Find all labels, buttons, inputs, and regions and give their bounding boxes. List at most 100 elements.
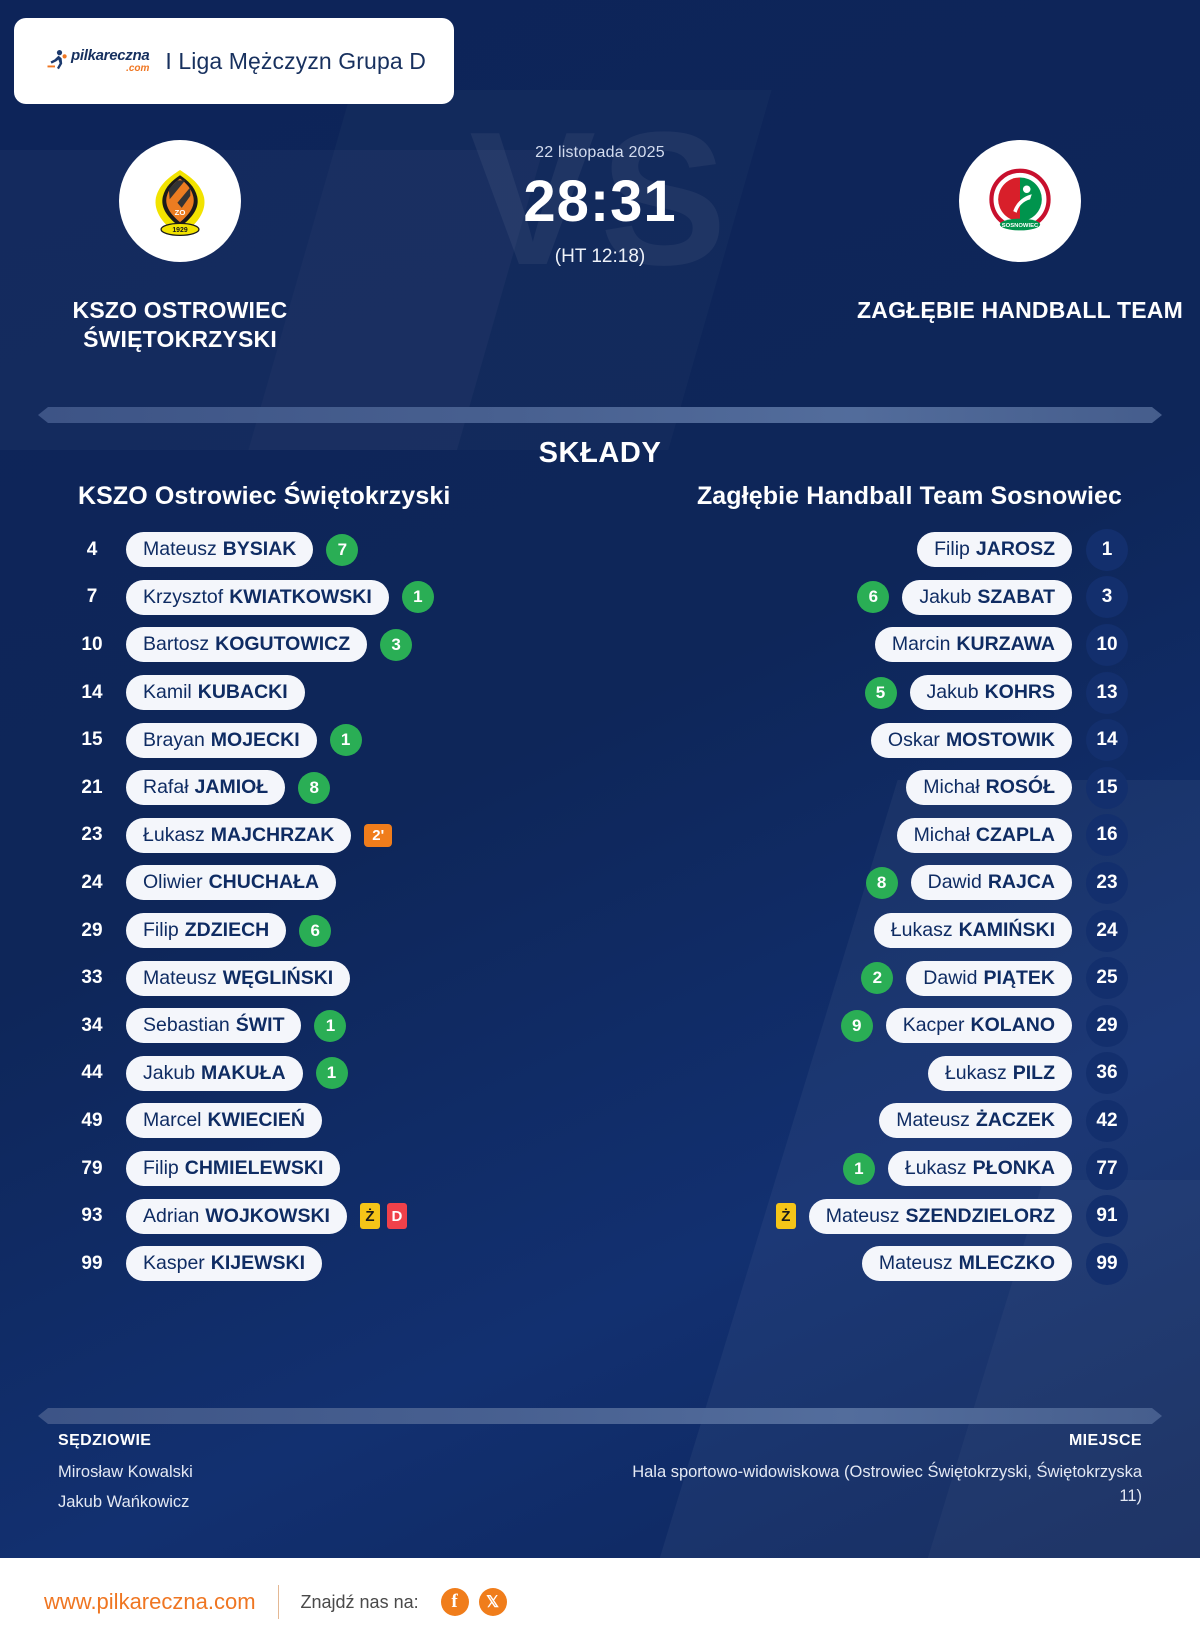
lineup-row[interactable]: 34 Sebastian ŚWIT 1: [0, 1002, 600, 1050]
player-name-pill[interactable]: Kacper KOLANO: [885, 1008, 1072, 1044]
player-name-pill[interactable]: Łukasz PŁONKA: [887, 1151, 1072, 1187]
lineup-row[interactable]: 15 Brayan MOJECKI 1: [0, 716, 600, 764]
pilkareczna-logo[interactable]: pilkareczna .com: [46, 48, 150, 74]
lineup-row[interactable]: 9 Kacper KOLANO 29: [600, 1002, 1200, 1050]
player-name-pill[interactable]: Filip JAROSZ: [917, 532, 1072, 568]
red-card-icon: D: [386, 1203, 407, 1230]
lineup-row[interactable]: 10 Bartosz KOGUTOWICZ 3: [0, 621, 600, 669]
player-name-pill[interactable]: Michał CZAPLA: [896, 817, 1072, 853]
goals-badge: 8: [865, 866, 898, 899]
lineup-row[interactable]: 99 Kasper KIJEWSKI: [0, 1240, 600, 1288]
player-shirt-number: 44: [81, 1062, 103, 1084]
lineup-row[interactable]: 79 Filip CHMIELEWSKI: [0, 1145, 600, 1193]
lineup-row[interactable]: Filip JAROSZ 1: [600, 526, 1200, 574]
player-last-name: MOJECKI: [210, 728, 300, 751]
lineup-row[interactable]: 93 Adrian WOJKOWSKI Ż D: [0, 1192, 600, 1240]
goals-badge: 1: [315, 1057, 348, 1090]
player-shirt-number: 25: [1086, 957, 1128, 1000]
player-name-pill[interactable]: Filip ZDZIECH: [126, 913, 287, 949]
player-name-pill[interactable]: Bartosz KOGUTOWICZ: [126, 627, 368, 663]
player-name-pill[interactable]: Mateusz ŻACZEK: [879, 1103, 1072, 1139]
player-name-pill[interactable]: Łukasz KAMIŃSKI: [873, 913, 1072, 949]
player-name-pill[interactable]: Brayan MOJECKI: [126, 722, 317, 758]
player-first-name: Łukasz: [143, 823, 205, 846]
lineup-row[interactable]: Łukasz PILZ 36: [600, 1050, 1200, 1098]
player-name-pill[interactable]: Jakub SZABAT: [902, 579, 1072, 615]
lineup-row[interactable]: Ż Mateusz SZENDZIELORZ 91: [600, 1192, 1200, 1240]
player-name-pill[interactable]: Rafał JAMIOŁ: [126, 770, 286, 806]
player-first-name: Adrian: [143, 1204, 200, 1227]
player-name-pill[interactable]: Filip CHMIELEWSKI: [126, 1151, 341, 1187]
player-name-pill[interactable]: Dawid RAJCA: [910, 865, 1072, 901]
lineup-row[interactable]: 49 Marcel KWIECIEŃ: [0, 1097, 600, 1145]
player-shirt-number: 1: [1086, 528, 1128, 571]
player-shirt-number: 13: [1086, 671, 1128, 714]
lineup-row[interactable]: 8 Dawid RAJCA 23: [600, 859, 1200, 907]
yellow-card-icon: Ż: [775, 1203, 796, 1230]
facebook-icon[interactable]: f: [440, 1588, 469, 1616]
lineup-row[interactable]: 24 Oliwier CHUCHAŁA: [0, 859, 600, 907]
player-markers: 1: [401, 581, 434, 614]
player-name-pill[interactable]: Łukasz PILZ: [927, 1055, 1072, 1091]
goals-badge: 1: [842, 1152, 875, 1185]
venue-block: MIEJSCE Hala sportowo-widowiskowa (Ostro…: [622, 1432, 1142, 1509]
player-first-name: Krzysztof: [143, 585, 224, 608]
player-last-name: PIĄTEK: [983, 966, 1055, 989]
lineup-row[interactable]: 14 Kamil KUBACKI: [0, 669, 600, 717]
player-name-pill[interactable]: Kamil KUBACKI: [126, 675, 305, 711]
player-name-pill[interactable]: Marcin KURZAWA: [874, 627, 1072, 663]
lineup-row[interactable]: 5 Jakub KOHRS 13: [600, 669, 1200, 717]
x-twitter-icon[interactable]: 𝕏: [478, 1588, 507, 1616]
lineup-row[interactable]: Marcin KURZAWA 10: [600, 621, 1200, 669]
player-name-pill[interactable]: Mateusz BYSIAK: [126, 532, 314, 568]
referee-name-1: Mirosław Kowalski: [58, 1463, 193, 1481]
home-lineup-list: 4 Mateusz BYSIAK 7 7 Krzysztof KWIATKOWSKI 1 10 B…: [0, 526, 600, 1288]
goals-badge: 6: [857, 581, 890, 614]
player-name-pill[interactable]: Mateusz SZENDZIELORZ: [808, 1198, 1072, 1234]
lineup-row[interactable]: Oskar MOSTOWIK 14: [600, 716, 1200, 764]
player-first-name: Filip: [143, 1157, 179, 1180]
player-first-name: Bartosz: [143, 633, 210, 656]
player-name-pill[interactable]: Mateusz MLECZKO: [861, 1246, 1072, 1282]
player-name-pill[interactable]: Oskar MOSTOWIK: [870, 722, 1072, 758]
lineup-row[interactable]: 2 Dawid PIĄTEK 25: [600, 954, 1200, 1002]
player-shirt-number: 24: [81, 871, 103, 893]
player-first-name: Mateusz: [896, 1109, 970, 1132]
lineup-row[interactable]: 4 Mateusz BYSIAK 7: [0, 526, 600, 574]
lineup-row[interactable]: 21 Rafał JAMIOŁ 8: [0, 764, 600, 812]
lineup-row[interactable]: Michał CZAPLA 16: [600, 812, 1200, 860]
player-name-pill[interactable]: Kasper KIJEWSKI: [126, 1246, 323, 1282]
player-shirt-number: 14: [1086, 719, 1128, 762]
player-name-pill[interactable]: Michał ROSÓŁ: [906, 770, 1072, 806]
goals-badge: 7: [326, 533, 359, 566]
site-url-link[interactable]: www.pilkareczna.com: [44, 1589, 256, 1614]
divider-top: [38, 407, 1162, 423]
lineup-row[interactable]: 23 Łukasz MAJCHRZAK 2': [0, 812, 600, 860]
player-name-pill[interactable]: Mateusz WĘGLIŃSKI: [126, 960, 351, 996]
lineup-row[interactable]: Mateusz ŻACZEK 42: [600, 1097, 1200, 1145]
player-name-pill[interactable]: Dawid PIĄTEK: [906, 960, 1072, 996]
player-name-pill[interactable]: Marcel KWIECIEŃ: [126, 1103, 323, 1139]
player-name-pill[interactable]: Oliwier CHUCHAŁA: [126, 865, 337, 901]
player-name-pill[interactable]: Sebastian ŚWIT: [126, 1008, 302, 1044]
lineup-row[interactable]: Łukasz KAMIŃSKI 24: [600, 907, 1200, 955]
lineup-row[interactable]: 44 Jakub MAKUŁA 1: [0, 1050, 600, 1098]
player-name-pill[interactable]: Adrian WOJKOWSKI: [126, 1198, 347, 1234]
player-name-pill[interactable]: Jakub MAKUŁA: [126, 1055, 303, 1091]
lineup-row[interactable]: 1 Łukasz PŁONKA 77: [600, 1145, 1200, 1193]
player-name-pill[interactable]: Krzysztof KWIATKOWSKI: [126, 579, 389, 615]
lineup-row[interactable]: 7 Krzysztof KWIATKOWSKI 1: [0, 574, 600, 622]
score-center: 22 listopada 2025 28:31 (HT 12:18): [420, 144, 780, 268]
player-first-name: Sebastian: [143, 1014, 230, 1037]
player-first-name: Jakub: [143, 1061, 196, 1084]
player-name-pill[interactable]: Jakub KOHRS: [909, 675, 1072, 711]
lineup-row[interactable]: 29 Filip ZDZIECH 6: [0, 907, 600, 955]
scoreboard: ZO 1929 KSZO OSTROWIEC ŚWIĘTOKRZYSKI 22 …: [0, 118, 1200, 388]
player-name-pill[interactable]: Łukasz MAJCHRZAK: [126, 817, 352, 853]
lineup-row[interactable]: Mateusz MLECZKO 99: [600, 1240, 1200, 1288]
svg-text:ZO: ZO: [175, 208, 186, 217]
lineup-row[interactable]: 6 Jakub SZABAT 3: [600, 574, 1200, 622]
lineup-row[interactable]: Michał ROSÓŁ 15: [600, 764, 1200, 812]
lineup-row[interactable]: 33 Mateusz WĘGLIŃSKI: [0, 954, 600, 1002]
